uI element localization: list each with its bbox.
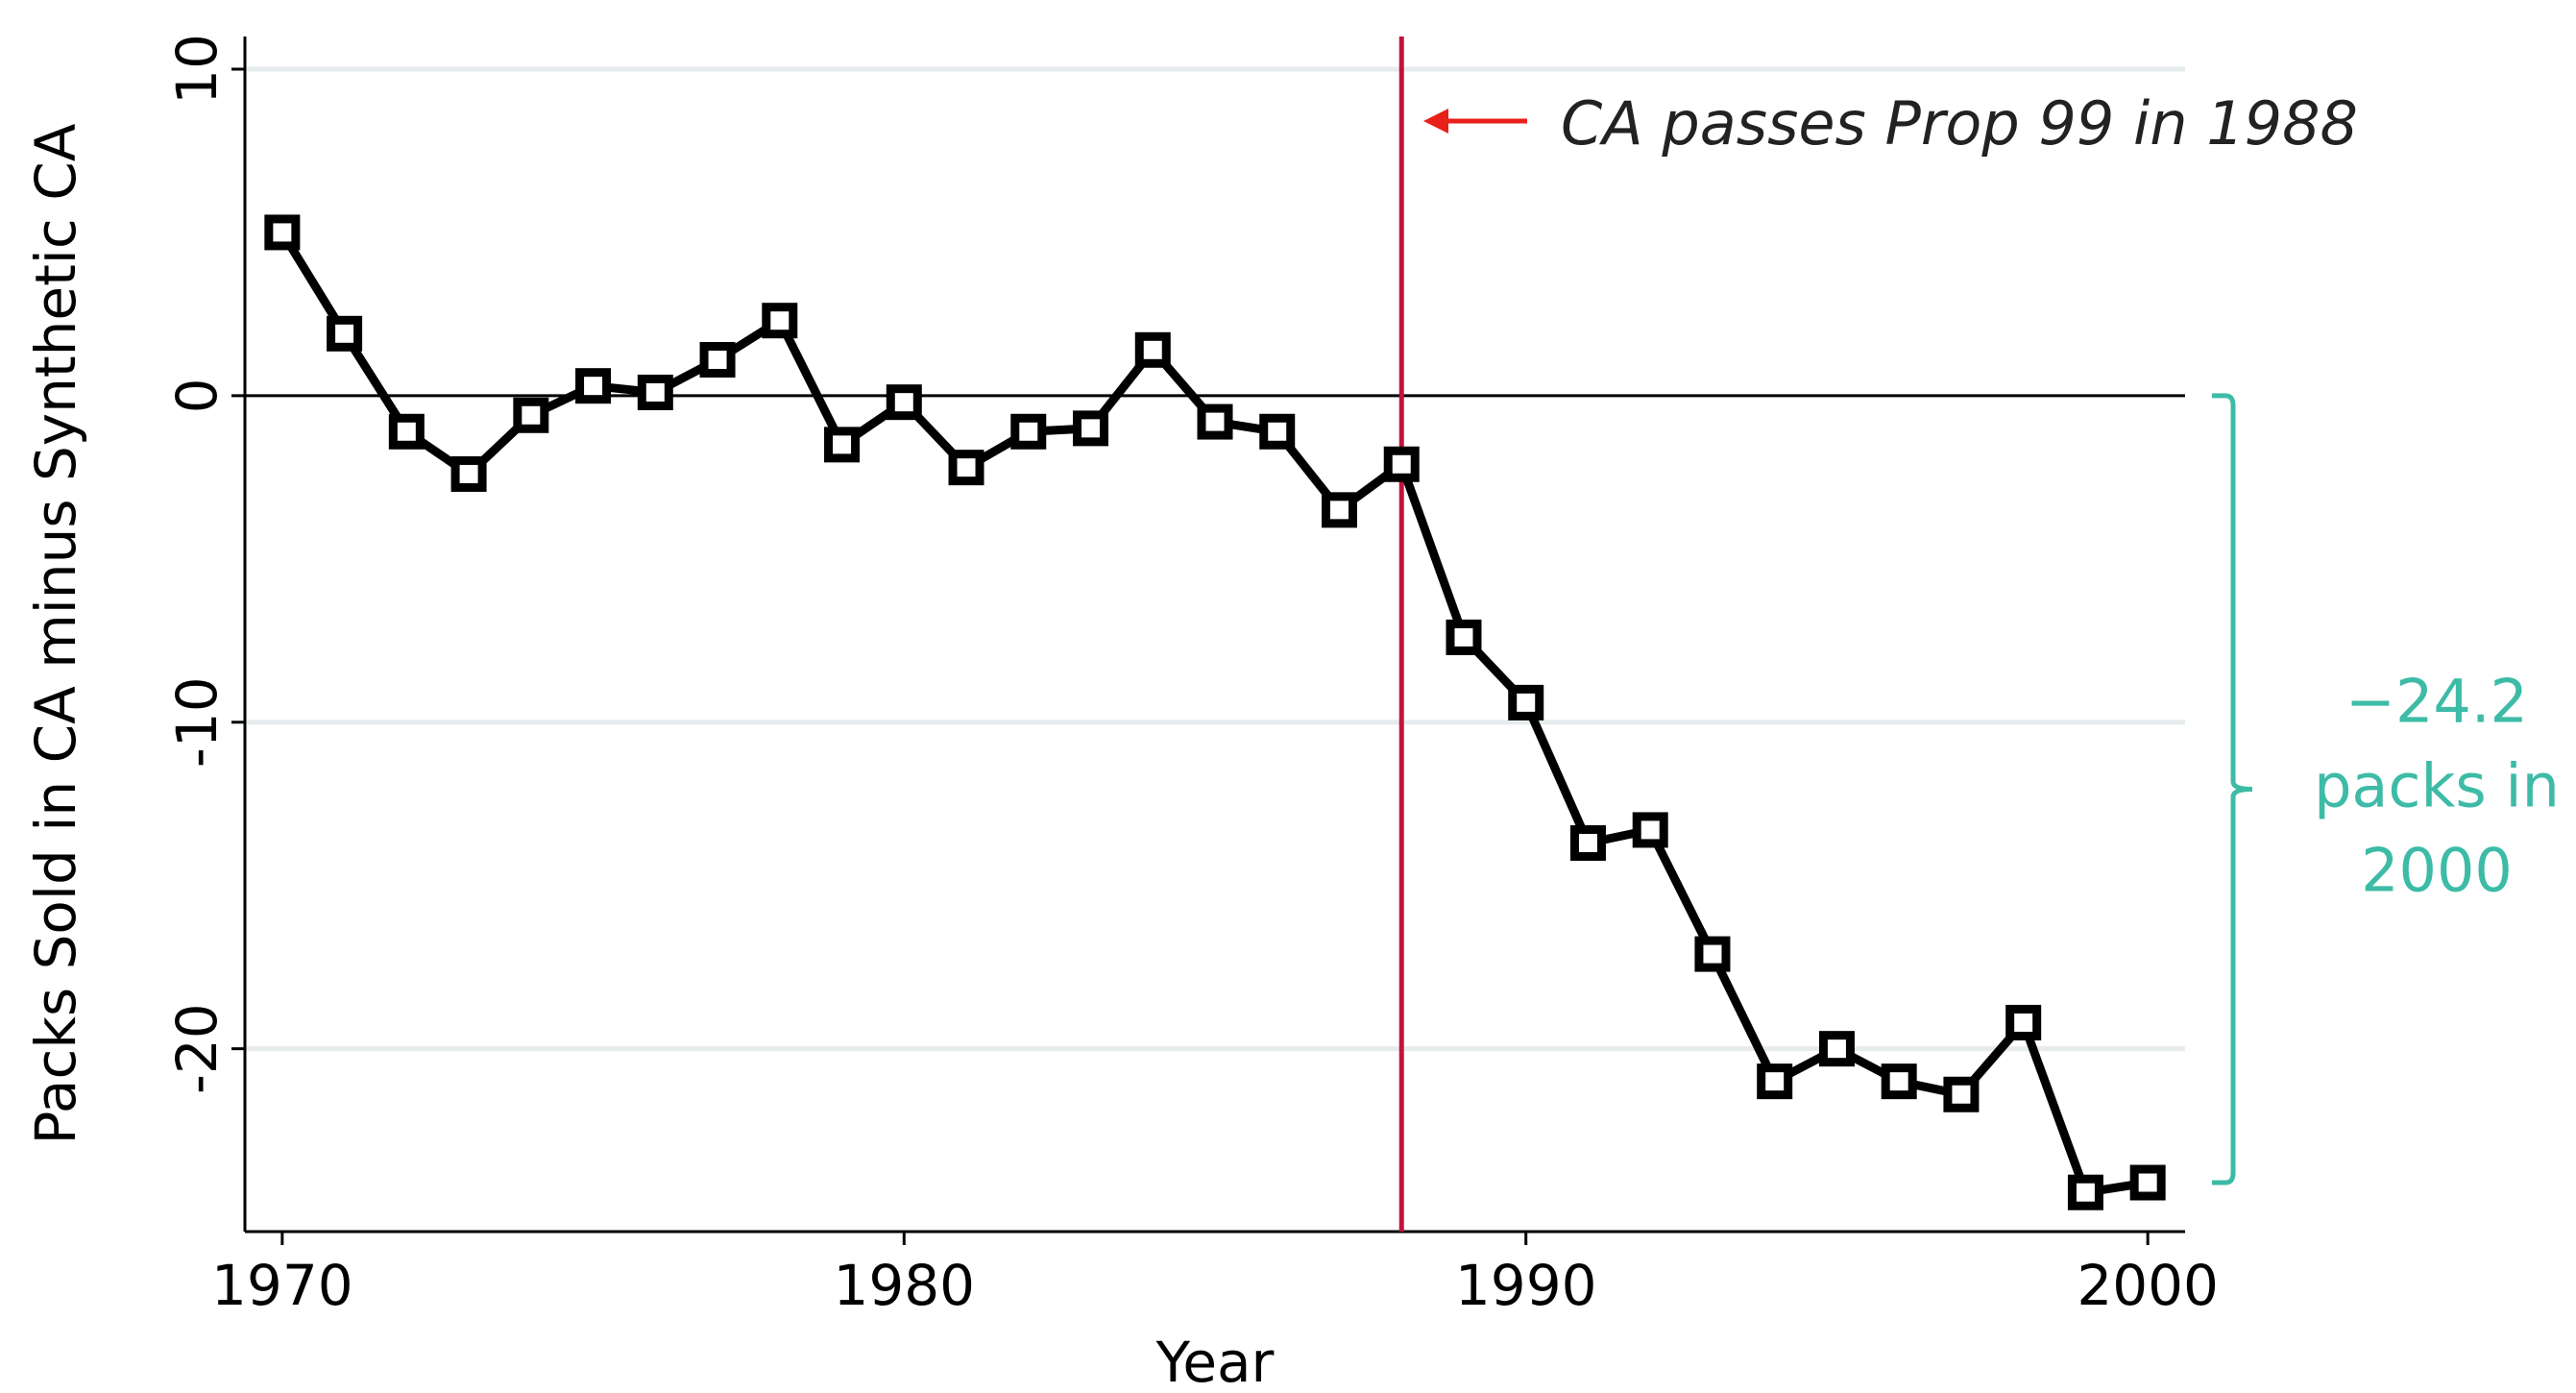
x-tick-label: 1990 <box>1455 1253 1597 1318</box>
data-point <box>1757 1063 1793 1100</box>
data-point <box>1197 403 1233 440</box>
series <box>264 214 2166 1210</box>
effect-label-line: 2000 <box>2361 835 2513 905</box>
data-point <box>1383 446 1420 482</box>
x-ticks: 1970 1980 1990 2000 <box>211 1232 2219 1318</box>
data-point <box>762 303 798 339</box>
effect-brace-shape <box>2212 393 2253 1185</box>
data-point <box>699 341 736 378</box>
data-point <box>1321 492 1357 528</box>
data-point <box>264 214 301 251</box>
effect-label-line: −24.2 <box>2345 666 2528 736</box>
gridlines <box>245 66 2185 1052</box>
data-point <box>1010 413 1047 450</box>
y-tick-label: 0 <box>164 378 230 413</box>
data-point <box>513 397 549 433</box>
data-point <box>1881 1063 1917 1100</box>
data-point <box>1134 331 1171 368</box>
data-point <box>824 427 861 463</box>
effect-brace: −24.2 packs in 2000 <box>2212 393 2560 1185</box>
y-tick-label: -20 <box>164 1003 230 1094</box>
data-point <box>450 455 487 492</box>
y-axis-title: Packs Sold in CA minus Synthetic CA <box>23 123 88 1144</box>
y-ticks: 10 0 -10 -20 <box>164 34 245 1094</box>
data-point <box>1569 825 1606 862</box>
data-point <box>1818 1031 1855 1067</box>
data-point <box>388 413 425 450</box>
data-point <box>2129 1164 2166 1201</box>
x-axis-title: Year <box>1155 1330 1275 1393</box>
x-tick-label: 1980 <box>833 1253 975 1318</box>
data-point <box>1259 413 1296 450</box>
axes <box>243 37 2185 1234</box>
data-point <box>1943 1076 1980 1112</box>
data-point <box>948 450 984 486</box>
data-point <box>637 374 673 410</box>
x-tick-label: 1970 <box>211 1253 353 1318</box>
y-tick-label: -10 <box>164 676 230 768</box>
annotations: CA passes Prop 99 in 1988 <box>1423 88 2358 159</box>
data-point <box>575 368 612 404</box>
data-point <box>1632 812 1668 848</box>
x-tick-label: 2000 <box>2077 1253 2219 1318</box>
data-point <box>1073 410 1109 447</box>
y-tick-label: 10 <box>164 34 230 105</box>
effect-label-line: packs in <box>2314 750 2560 820</box>
prop99-annotation: CA passes Prop 99 in 1988 <box>1561 88 2358 159</box>
arrow-head <box>1423 109 1448 134</box>
data-point <box>1694 936 1731 972</box>
data-point <box>886 384 922 421</box>
data-point <box>2067 1174 2103 1210</box>
data-point <box>1508 684 1544 721</box>
data-point <box>327 315 363 352</box>
data-point <box>1446 619 1482 655</box>
data-point <box>2005 1004 2042 1040</box>
